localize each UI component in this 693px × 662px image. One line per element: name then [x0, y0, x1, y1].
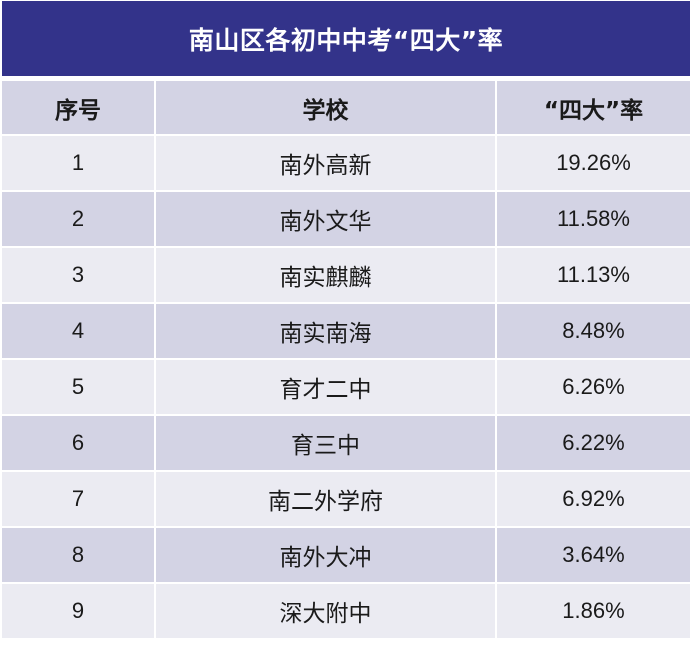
rank-cell: 4 [2, 304, 156, 360]
header-school: 学校 [156, 81, 497, 136]
rate-cell: 8.48% [497, 304, 690, 360]
table-row: 7 南二外学府 6.92% [2, 472, 690, 528]
school-cell: 南二外学府 [156, 472, 497, 528]
rate-cell: 19.26% [497, 136, 690, 192]
rate-cell: 6.22% [497, 416, 690, 472]
rank-cell: 9 [2, 584, 156, 640]
school-cell: 南实麒麟 [156, 248, 497, 304]
header-row: 序号 学校 “四大”率 [2, 81, 690, 136]
rate-cell: 11.13% [497, 248, 690, 304]
rate-cell: 6.26% [497, 360, 690, 416]
table-row: 9 深大附中 1.86% [2, 584, 690, 640]
rate-cell: 6.92% [497, 472, 690, 528]
rate-cell: 11.58% [497, 192, 690, 248]
table-row: 2 南外文华 11.58% [2, 192, 690, 248]
school-cell: 育才二中 [156, 360, 497, 416]
school-cell: 南外大冲 [156, 528, 497, 584]
rank-cell: 1 [2, 136, 156, 192]
school-cell: 育三中 [156, 416, 497, 472]
table-row: 3 南实麒麟 11.13% [2, 248, 690, 304]
table-row: 5 育才二中 6.26% [2, 360, 690, 416]
school-cell: 南实南海 [156, 304, 497, 360]
rank-cell: 5 [2, 360, 156, 416]
school-cell: 南外高新 [156, 136, 497, 192]
school-cell: 深大附中 [156, 584, 497, 640]
rank-table: 序号 学校 “四大”率 1 南外高新 19.26% 2 南外文华 11.58% … [2, 81, 690, 640]
table-row: 1 南外高新 19.26% [2, 136, 690, 192]
rate-cell: 3.64% [497, 528, 690, 584]
rank-cell: 7 [2, 472, 156, 528]
table-row: 6 育三中 6.22% [2, 416, 690, 472]
rank-cell: 6 [2, 416, 156, 472]
rank-cell: 8 [2, 528, 156, 584]
rate-cell: 1.86% [497, 584, 690, 640]
table-row: 8 南外大冲 3.64% [2, 528, 690, 584]
header-rank: 序号 [2, 81, 156, 136]
table-row: 4 南实南海 8.48% [2, 304, 690, 360]
header-rate: “四大”率 [497, 81, 690, 136]
table-title: 南山区各初中中考“四大”率 [2, 1, 690, 76]
rank-cell: 3 [2, 248, 156, 304]
school-cell: 南外文华 [156, 192, 497, 248]
rank-cell: 2 [2, 192, 156, 248]
